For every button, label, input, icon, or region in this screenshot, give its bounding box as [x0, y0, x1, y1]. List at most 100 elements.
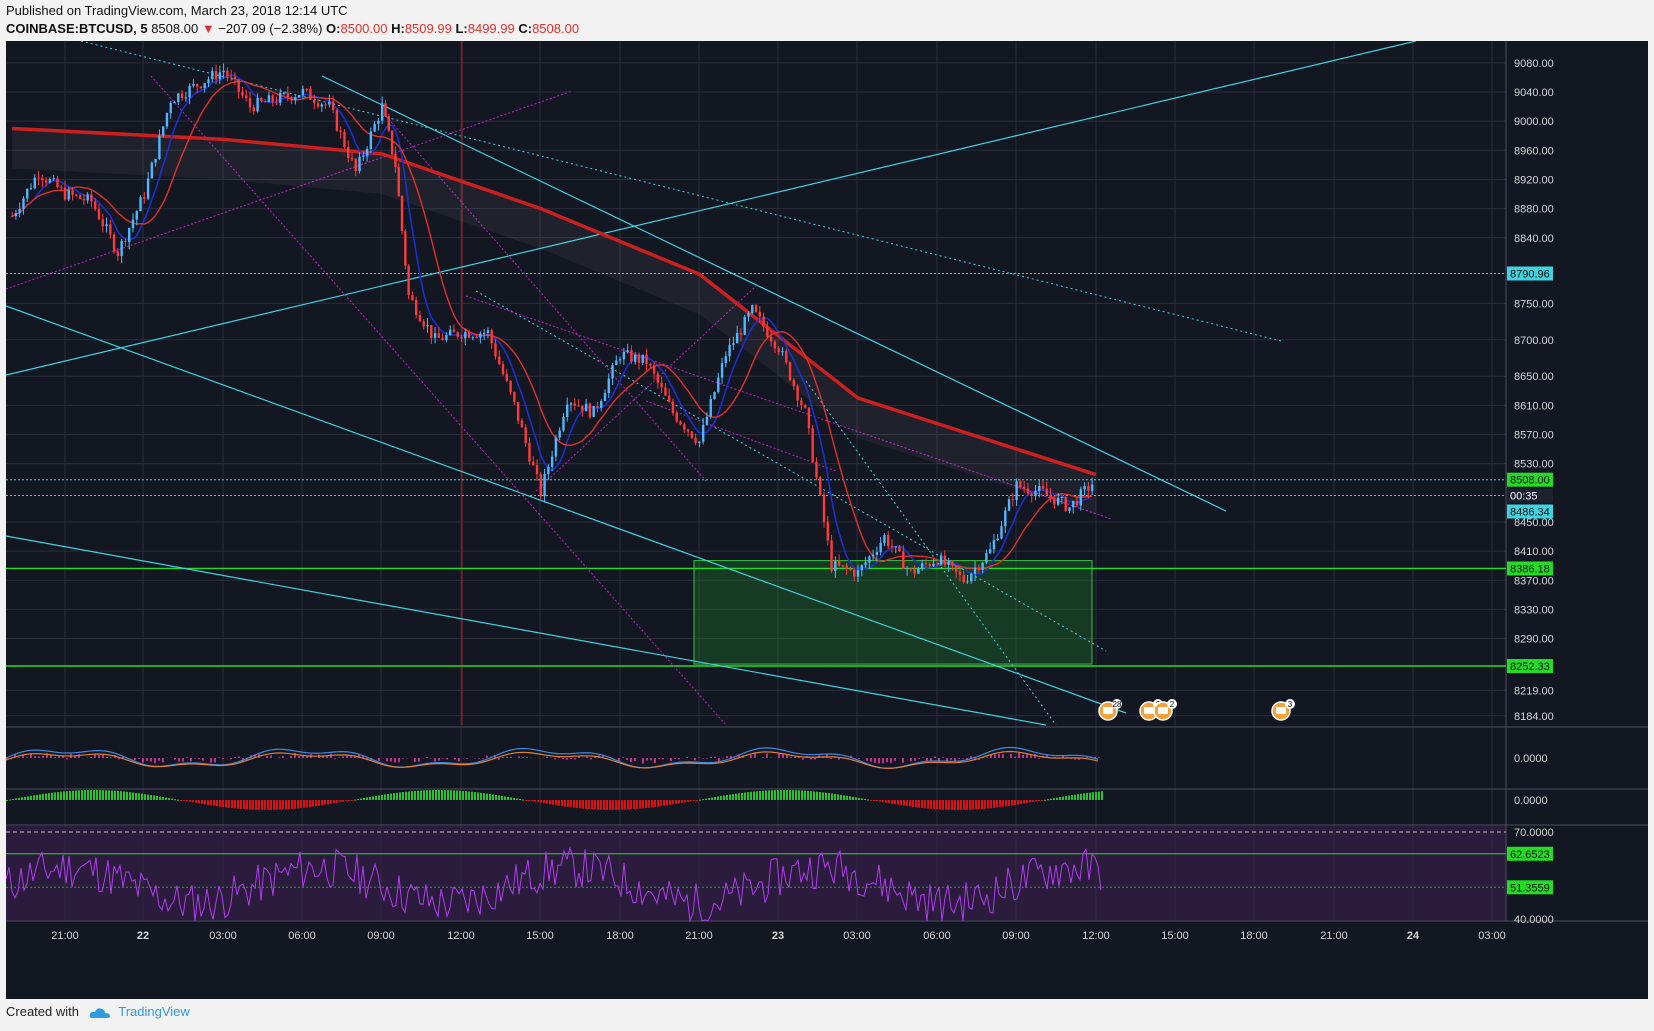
candle-body — [958, 571, 962, 575]
momentum-bar — [900, 800, 902, 806]
candle-body — [883, 534, 886, 544]
candle-body — [1079, 489, 1082, 506]
momentum-bar — [519, 799, 521, 801]
macd-histogram-bar — [662, 758, 664, 760]
momentum-bar — [1044, 799, 1046, 801]
candle-body — [390, 130, 394, 154]
macd-histogram-bar — [874, 758, 876, 764]
candle-body — [951, 561, 954, 566]
footer: Created with TradingView — [6, 1004, 190, 1019]
macd-histogram-bar — [602, 754, 604, 758]
candle-body — [871, 554, 875, 557]
macd-histogram-bar — [866, 758, 868, 761]
momentum-bar — [300, 800, 302, 809]
momentum-bar — [888, 800, 890, 804]
candle-body — [569, 403, 573, 405]
candle-body — [1090, 484, 1094, 491]
macd-histogram-bar — [402, 758, 404, 759]
candle-body — [977, 567, 981, 571]
momentum-bar — [882, 800, 884, 803]
candle-body — [1000, 526, 1003, 539]
candle-body — [241, 91, 244, 96]
momentum-bar — [21, 797, 23, 800]
economic-event-flag-icon: 28 — [1098, 699, 1122, 721]
macd-histogram-bar — [42, 755, 44, 758]
candle-body — [516, 401, 520, 421]
macd-histogram-bar — [142, 758, 144, 763]
tradingview-link[interactable]: TradingView — [118, 1004, 190, 1019]
rsi-axis-label: 40.0000 — [1514, 914, 1554, 926]
macd-histogram-bar — [162, 758, 164, 763]
candle-body — [63, 187, 67, 200]
momentum-bar — [939, 800, 941, 810]
candle-body — [37, 177, 40, 179]
candle-body — [543, 473, 546, 497]
candle-body — [539, 474, 542, 497]
momentum-bar — [741, 792, 743, 800]
momentum-bar — [573, 800, 575, 808]
momentum-bar — [897, 800, 899, 805]
macd-histogram-bar — [138, 758, 140, 759]
candle-body — [996, 538, 999, 541]
candle-body — [913, 569, 916, 574]
momentum-bar — [360, 798, 362, 800]
candle-body — [456, 332, 459, 337]
candle-body — [717, 377, 720, 393]
candle-body — [305, 88, 308, 90]
momentum-bar — [564, 800, 566, 807]
fib-guide-line — [385, 115, 707, 482]
price-tag-box — [1507, 488, 1553, 503]
macd-histogram-bar — [810, 758, 812, 760]
down-triangle-icon: ▼ — [201, 21, 215, 36]
momentum-bar — [555, 800, 557, 806]
macd-histogram-bar — [174, 758, 176, 760]
momentum-bar — [849, 796, 851, 800]
momentum-bar — [738, 793, 740, 800]
candle-body — [924, 563, 928, 565]
candle-body — [898, 546, 901, 552]
candle-body — [735, 332, 739, 344]
candle-body — [33, 177, 36, 189]
candle-body — [773, 341, 777, 349]
momentum-bar — [93, 790, 95, 800]
momentum-bar — [837, 794, 839, 800]
macd-histogram-bar — [418, 758, 420, 762]
candle-body — [660, 382, 663, 388]
momentum-bar — [441, 790, 443, 800]
momentum-bar — [465, 791, 467, 800]
momentum-bar — [603, 800, 605, 810]
candle-body — [1030, 493, 1033, 497]
candle-body — [630, 350, 633, 362]
candle-body — [709, 398, 712, 417]
candle-body — [48, 179, 52, 183]
macd-histogram-bar — [726, 756, 728, 758]
chart-canvas[interactable]: 9080.00 9040.00 9000.00 8960.00 8920.00 8880.… — [6, 41, 1648, 999]
macd-histogram-bar — [1046, 754, 1048, 758]
price-tick-label: 8450.00 — [1514, 517, 1554, 529]
candle-body — [52, 178, 55, 180]
momentum-bar — [414, 790, 416, 800]
candle-body — [199, 86, 203, 89]
momentum-bar — [99, 790, 101, 800]
candle-body — [394, 153, 397, 167]
candle-body — [358, 156, 361, 172]
candle-body — [528, 442, 531, 462]
momentum-bar — [726, 794, 728, 800]
candle-body — [573, 403, 576, 406]
candle-body — [868, 556, 871, 563]
momentum-bar — [303, 800, 305, 808]
candle-body — [127, 228, 131, 243]
momentum-bar — [921, 800, 923, 809]
time-tick-label: 22 — [137, 930, 149, 942]
momentum-bar — [678, 800, 680, 804]
chart-background — [6, 41, 1648, 921]
momentum-bar — [822, 792, 824, 800]
momentum-bar — [627, 800, 629, 810]
momentum-bar — [1080, 793, 1082, 800]
price-tag-label: 8508.00 — [1510, 475, 1550, 487]
price-tick-label: 8219.00 — [1514, 685, 1554, 697]
momentum-bar — [543, 800, 545, 804]
macd-histogram-bar — [358, 754, 360, 758]
candle-body — [365, 148, 369, 156]
momentum-bar — [690, 800, 692, 802]
